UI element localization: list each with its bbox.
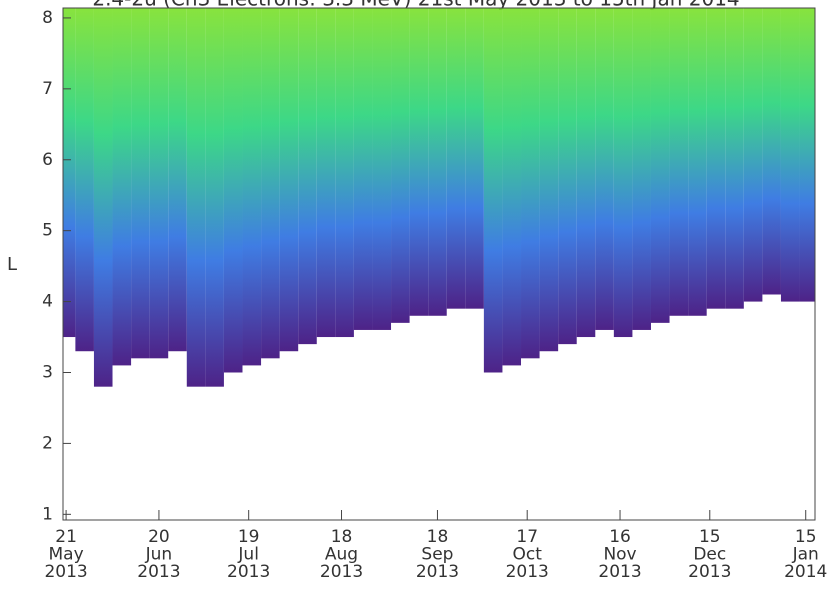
band-column [650, 8, 670, 323]
band-column [335, 8, 354, 338]
band-column [316, 8, 336, 338]
x-tick-label: 17 Oct 2013 [506, 527, 549, 582]
band-column [743, 8, 763, 302]
band-column [428, 8, 447, 316]
band-column [539, 8, 559, 352]
chart-title: 2.4-2u (Ch3 Electrons: 3.3 MeV) 21st May… [92, 0, 739, 11]
band-column [502, 8, 522, 366]
band-column [669, 8, 689, 316]
x-tick-label: 16 Nov 2013 [598, 527, 641, 582]
band-column [688, 8, 707, 316]
x-tick-label: 15 Dec 2013 [688, 527, 731, 582]
band-column [558, 8, 577, 345]
band-column [725, 8, 744, 309]
y-tick-label: 4 [42, 292, 53, 312]
band-column [632, 8, 651, 330]
band-column [465, 8, 484, 309]
band-column [112, 8, 132, 366]
band-column [372, 8, 392, 330]
band-column [483, 8, 503, 373]
band-column [149, 8, 169, 359]
y-tick-label: 5 [42, 221, 53, 241]
band-column [223, 8, 243, 373]
x-tick-label: 18 Sep 2013 [416, 527, 459, 582]
y-axis-label: L [7, 254, 17, 275]
band-column [93, 8, 113, 387]
band-column [205, 8, 224, 387]
band-column [391, 8, 410, 323]
x-tick-label: 21 May 2013 [44, 527, 87, 582]
y-tick-label: 2 [42, 433, 53, 453]
y-tick-label: 3 [42, 362, 53, 382]
band-column [595, 8, 614, 330]
band-column [186, 8, 206, 387]
x-tick-label: 19 Jul 2013 [227, 527, 270, 582]
band-column [298, 8, 317, 345]
band-column [75, 8, 94, 352]
band-column [261, 8, 280, 359]
band-column [131, 8, 150, 359]
x-tick-label: 15 Jan 2014 [784, 527, 827, 582]
band-column [762, 8, 781, 295]
band-column [409, 8, 429, 316]
x-tick-label: 20 Jun 2013 [137, 527, 180, 582]
band-column [446, 8, 466, 309]
y-tick-label: 1 [42, 504, 53, 524]
band-column [279, 8, 299, 352]
y-tick-label: 6 [42, 150, 53, 170]
band-column [613, 8, 633, 338]
band-column [799, 8, 815, 302]
band-column [168, 8, 187, 352]
plot-frame [62, 7, 816, 521]
band-column [242, 8, 262, 366]
x-tick-label: 18 Aug 2013 [320, 527, 363, 582]
y-tick-label: 7 [42, 79, 53, 99]
band-column [780, 8, 800, 302]
band-column [63, 8, 76, 338]
band-column [576, 8, 596, 338]
band-column [353, 8, 373, 330]
y-tick-label: 8 [42, 8, 53, 28]
band-column [706, 8, 726, 309]
band-column [521, 8, 540, 359]
